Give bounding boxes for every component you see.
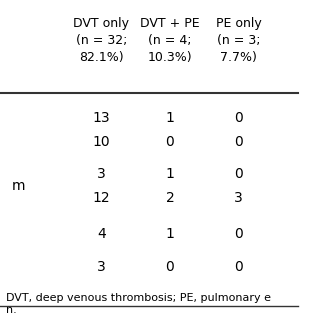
Text: 0: 0 (234, 260, 243, 274)
Text: 4: 4 (97, 227, 106, 241)
Text: 1: 1 (165, 111, 174, 125)
Text: 0: 0 (165, 260, 174, 274)
Text: 3: 3 (97, 167, 106, 181)
Text: 0: 0 (165, 135, 174, 149)
Text: 3: 3 (97, 260, 106, 274)
Text: PE only
(n = 3;
7.7%): PE only (n = 3; 7.7%) (216, 17, 261, 63)
Text: 10: 10 (92, 135, 110, 149)
Text: DVT only
(n = 32;
82.1%): DVT only (n = 32; 82.1%) (73, 17, 129, 63)
Text: 0: 0 (234, 227, 243, 241)
Text: 0: 0 (234, 111, 243, 125)
Text: m: m (12, 179, 25, 193)
Text: DVT, deep venous thrombosis; PE, pulmonary e
n.: DVT, deep venous thrombosis; PE, pulmona… (6, 293, 271, 315)
Text: 2: 2 (165, 191, 174, 205)
Text: 1: 1 (165, 167, 174, 181)
Text: 1: 1 (165, 227, 174, 241)
Text: 13: 13 (92, 111, 110, 125)
Text: DVT + PE
(n = 4;
10.3%): DVT + PE (n = 4; 10.3%) (140, 17, 200, 63)
Text: 0: 0 (234, 167, 243, 181)
Text: 3: 3 (234, 191, 243, 205)
Text: 12: 12 (92, 191, 110, 205)
Text: 0: 0 (234, 135, 243, 149)
